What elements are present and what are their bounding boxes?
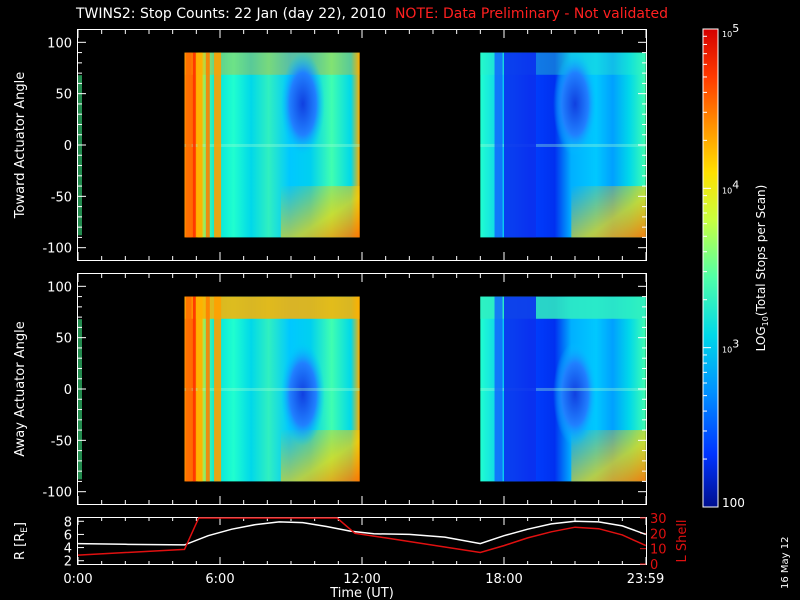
heatmap-band [280,186,360,238]
panel-frames [77,29,647,565]
y-tick-label: -50 [51,190,72,205]
zero-angle-line [480,387,646,391]
high-count-stripe [214,52,222,238]
orbit-left-tick-label: 4 [64,542,72,557]
orbit-left-ylabel: R [RE] [13,522,30,560]
colorbar-tick-label: 100 [722,496,745,510]
orbit-left-tick-label: 8 [64,515,72,530]
orbit-right-tick-label: 20 [650,527,667,542]
orbit-lines [77,517,647,556]
y-tick-label: -50 [51,434,72,449]
high-count-stripe [197,52,203,238]
orbit-left-tick-label: 2 [64,555,72,570]
axes-layer: 100500-50-100100500-50-100864230201000:0… [42,30,667,587]
y-tick-label: 50 [55,88,72,103]
x-tick-label: 18:00 [485,572,522,587]
low-count-region [280,342,325,446]
heatmap-panel-away [78,296,646,482]
colorbar-label: LOG10(Total Stops per Scan) [754,185,770,352]
y-tick-label: 50 [55,332,72,347]
heatmap-band [184,296,360,319]
high-count-stripe [185,296,192,482]
date-stamp: 16 May 12 [780,536,791,589]
colorbar: 105 104 103 100 LOG10(Total Stops per Scan) [702,22,770,510]
orbit-right-tick-label: 30 [650,512,667,527]
title-note: NOTE: Data Preliminary - Not validated [394,6,668,22]
low-count-region [280,52,325,156]
low-count-region [553,52,597,156]
r-series-line [77,520,647,546]
top-ylabel: Toward Actuator Angle [13,72,28,219]
high-count-stripe [214,296,222,482]
colorbar-gradient [702,28,719,508]
x-tick-label: 23:59 [627,572,664,587]
high-count-stripe [192,296,196,482]
orbit-right-tick-label: 0 [650,558,658,573]
high-count-stripe [205,296,210,482]
heatmap-panel-toward [78,52,646,238]
high-count-stripe [192,52,196,238]
zero-angle-line [480,143,646,147]
zero-angle-line [184,143,360,147]
y-tick-label: -100 [42,486,72,501]
high-count-stripe [185,52,192,238]
low-count-column [504,52,536,238]
lshell-series-line [77,517,647,556]
x-axis-title: Time (UT) [329,586,394,600]
y-tick-label: -100 [42,242,72,257]
orbit-right-ylabel: L Shell [675,519,690,562]
orbit-right-tick-label: 10 [650,543,667,558]
middle-panel-frame [77,273,647,505]
colorbar-ticks: 105 104 103 100 [703,22,745,510]
y-tick-label: 0 [64,383,72,398]
heatmap-band [571,186,646,238]
low-count-column [494,296,503,482]
heatmap-layer [78,52,646,482]
heatmap-band [184,52,360,75]
x-tick-label: 0:00 [63,572,92,587]
colorbar-tick-label: 104 [722,178,739,195]
top-panel-frame [77,29,647,261]
colorbar-tick-label: 103 [722,338,739,355]
figure-title: TWINS2: Stop Counts: 22 Jan (day 22), 20… [76,6,668,22]
low-count-column [494,52,503,238]
colorbar-tick-label: 105 [722,22,739,39]
y-tick-label: 0 [64,139,72,154]
low-count-region [553,342,597,446]
low-count-column [504,296,536,482]
orbit-panel-frame [77,517,647,565]
title-main: TWINS2: Stop Counts: 22 Jan (day 22), 20… [76,6,387,22]
x-tick-label: 12:00 [343,572,380,587]
middle-ylabel: Away Actuator Angle [13,321,28,456]
zero-angle-line [184,387,360,391]
high-count-stripe [197,296,203,482]
high-count-stripe [205,52,210,238]
x-tick-label: 6:00 [205,572,234,587]
y-tick-label: 100 [47,36,72,51]
y-tick-label: 100 [47,280,72,295]
orbit-left-tick-label: 6 [64,528,72,543]
